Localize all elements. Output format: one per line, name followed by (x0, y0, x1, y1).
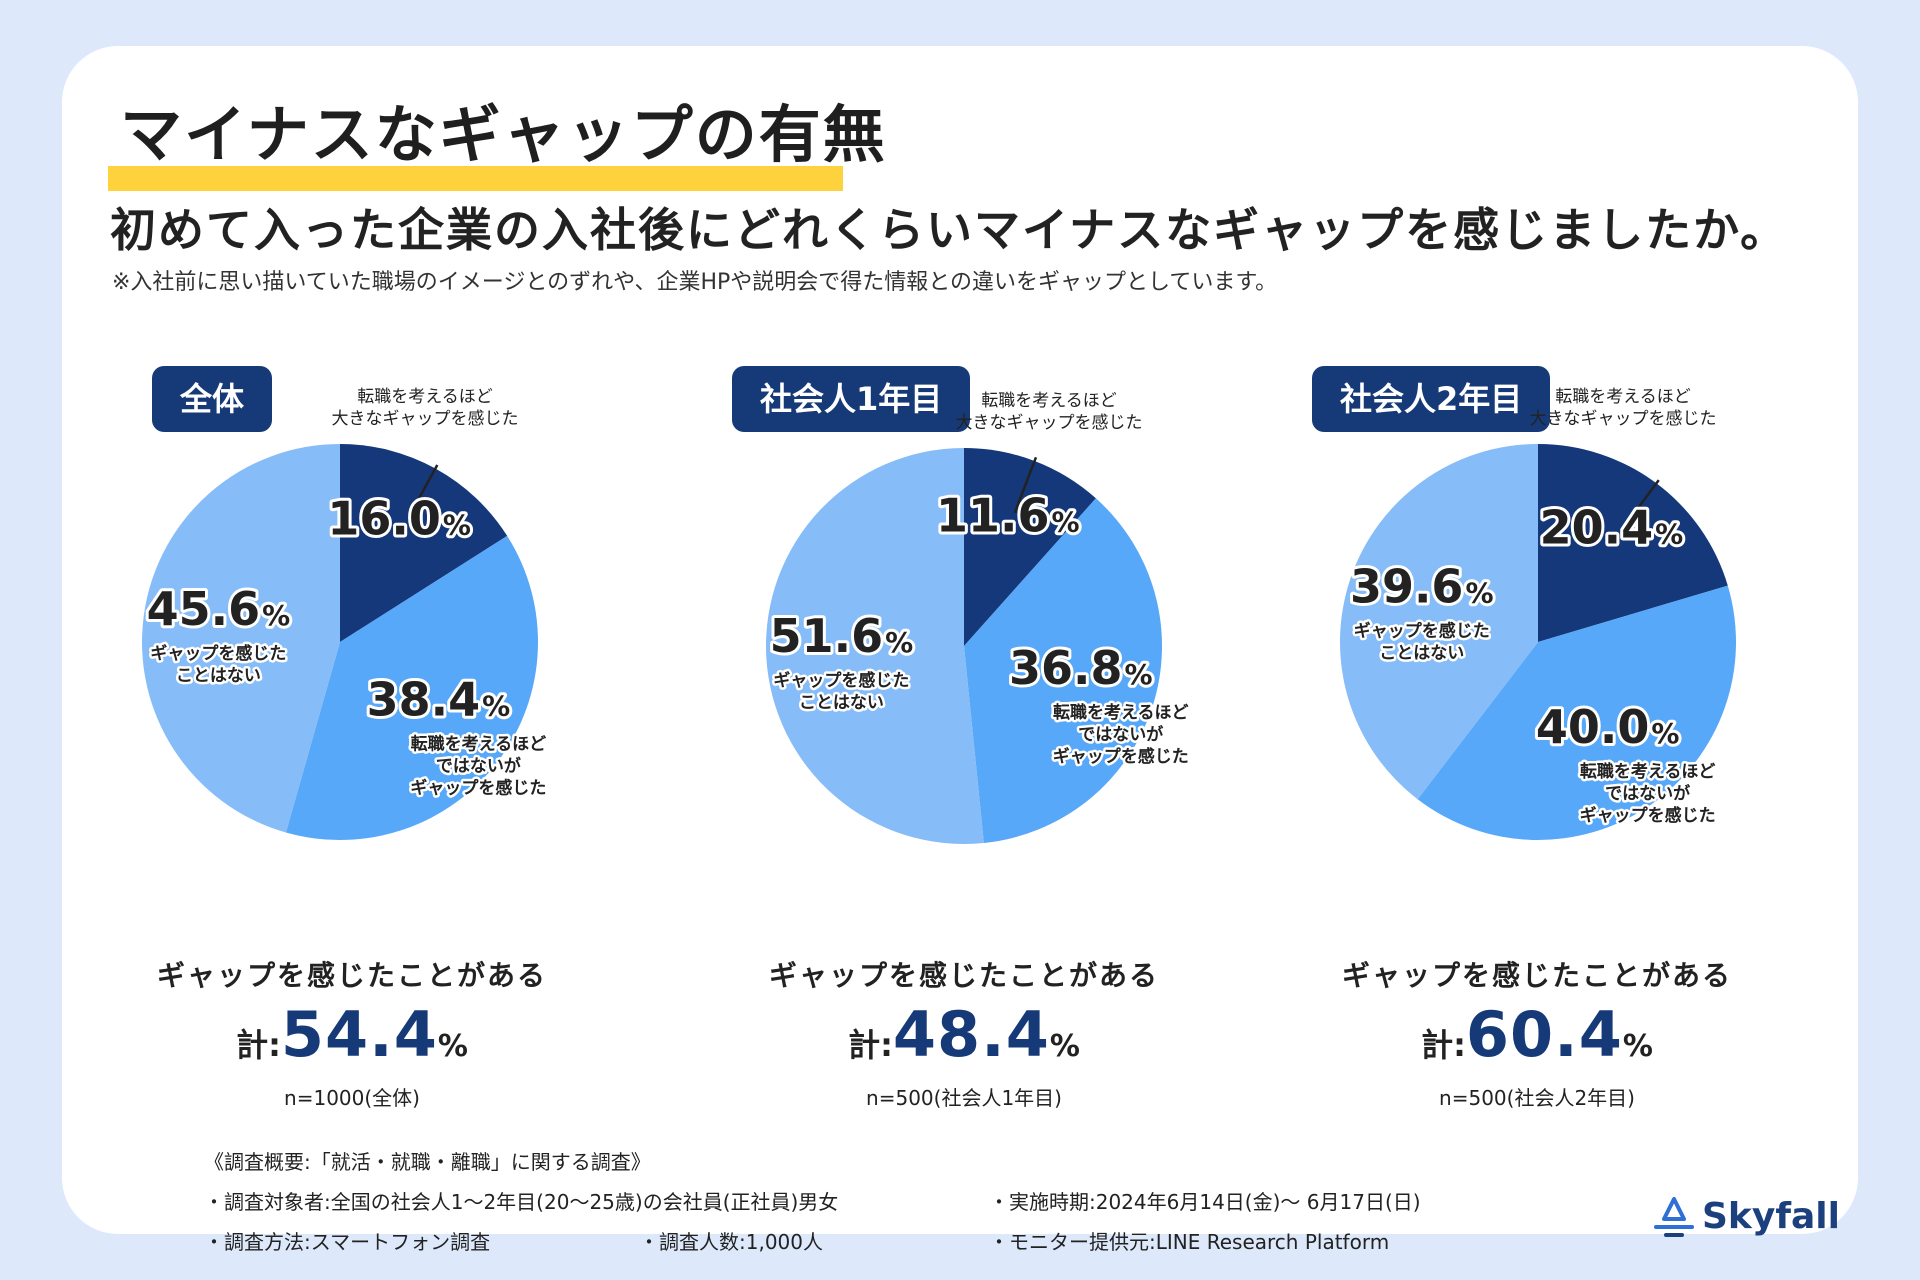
survey-question: 初めて入った企業の入社後にどれくらいマイナスなギャップを感じましたか。 (110, 203, 1789, 257)
overview-count: ・調査人数:1,000人 (639, 1230, 823, 1254)
total-unit: % (1622, 1029, 1653, 1064)
pie-chart-year2: 転職を考えるほど大きなギャップを感じた20.4%40.0%転職を考えるほどではな… (1340, 387, 1736, 840)
chart-panel-all: 全体 転職を考えるほど 大きなギャップを感じた 16.0% 38.4% 転職を考えるほど… (112, 366, 672, 1110)
logo-text: Skyfall (1702, 1196, 1840, 1237)
slice-label-some-gap: ギャップを感じた (1053, 746, 1189, 767)
pct-label-big-gap: 20.4% (1540, 501, 1684, 555)
pct-label-no-gap: 51.6% (770, 609, 914, 663)
slice-label-no-gap: ギャップを感じた (150, 643, 286, 664)
overview-target: ・調査対象者:全国の社会人1～2年目(20～25歳)の会社員(正社員)男女 (204, 1190, 839, 1214)
slice-label-no-gap: ギャップを感じた (773, 670, 909, 691)
callout-label: 転職を考えるほど (981, 391, 1117, 411)
callout-line (407, 464, 439, 518)
pct-label-no-gap: 45.6% (147, 582, 291, 636)
total-prefix: 計: (848, 1026, 893, 1064)
summary-label-all: ギャップを感じたことがある (156, 959, 547, 992)
callout-line (1622, 479, 1660, 529)
slice-label-some-gap: 転職を考えるほど (1580, 761, 1716, 782)
infographic-card: マイナスなギャップの有無 初めて入った企業の入社後にどれくらいマイナスなギャップ… (62, 46, 1858, 1254)
callout-label: 大きなギャップを感じた (956, 413, 1143, 433)
pct-label-some-gap: 36.8% (1009, 641, 1153, 695)
total-unit: % (1049, 1029, 1080, 1064)
n-count-year2: n=500(社会人2年目) (1439, 1086, 1635, 1110)
pct-label-big-gap: 16.0% (327, 491, 471, 545)
panel-tag-year2: 社会人2年目 (1312, 366, 1551, 432)
slice-label-no-gap: ギャップを感じた (1354, 621, 1490, 642)
n-count-year1: n=500(社会人1年目) (866, 1086, 1062, 1110)
overview-provider: ・モニター提供元:LINE Research Platform (989, 1230, 1390, 1254)
total-all: 計:54.4% (72, 998, 632, 1071)
pie-slice-big-gap (964, 448, 1096, 646)
total-value-year2: 60.4 (1465, 998, 1623, 1071)
summary-label-year2: ギャップを感じたことがある (1341, 959, 1732, 992)
overview-heading: 《調査概要:「就活・就職・離職」に関する調査》 (204, 1150, 651, 1174)
callout-line (1013, 456, 1038, 514)
total-prefix: 計: (236, 1026, 281, 1064)
summary-label-year1: ギャップを感じたことがある (768, 959, 1159, 992)
pie-slice-no-gap (142, 444, 340, 833)
total-value-all: 54.4 (280, 998, 438, 1071)
total-year1: 計:48.4% (684, 998, 1244, 1071)
pct-label-big-gap: 11.6% (936, 488, 1080, 542)
slice-label-some-gap: ギャップを感じた (1580, 805, 1716, 826)
slice-label-no-gap: ことはない (1379, 644, 1464, 664)
overview-period: ・実施時期:2024年6月14日(金)～ 6月17日(日) (989, 1190, 1421, 1214)
slice-label-some-gap: ではないが (436, 755, 521, 776)
overview-method: ・調査方法:スマートフォン調査 (204, 1230, 491, 1254)
pie-chart-year1: 転職を考えるほど大きなギャップを感じた11.6%36.8%転職を考えるほどではな… (765, 391, 1191, 845)
pie-chart-all: 転職を考えるほど大きなギャップを感じた16.0%38.4%転職を考えるほどではな… (142, 387, 549, 840)
slice-label-some-gap: 転職を考えるほど (1053, 702, 1189, 723)
chart-panel-year1: 社会人1年目 転職を考えるほど 大きなギャップを感じた 11.6% 36.8% 転職を考… (732, 366, 1292, 1110)
pie-slice-no-gap (765, 448, 984, 845)
callout-label: 転職を考えるほど (1555, 387, 1691, 407)
callout-label: 大きなギャップを感じた (1530, 409, 1717, 429)
pct-label-some-gap: 38.4% (367, 672, 511, 726)
title-highlight (108, 166, 843, 191)
skyfall-logo-icon (1654, 1196, 1694, 1237)
pct-label-no-gap: 39.6% (1350, 560, 1494, 614)
slice-label-some-gap: ギャップを感じた (410, 777, 546, 798)
slice-label-no-gap: ことはない (799, 693, 884, 713)
slice-label-some-gap: 転職を考えるほど (411, 733, 547, 754)
skyfall-logo: Skyfall (1652, 1196, 1840, 1237)
title-block: マイナスなギャップの有無 (108, 84, 887, 191)
page-title: マイナスなギャップの有無 (120, 98, 887, 171)
total-prefix: 計: (1421, 1026, 1466, 1064)
pie-slice-big-gap (1538, 444, 1728, 642)
panel-tag-year1: 社会人1年目 (732, 366, 971, 432)
callout-label: 転職を考えるほど (357, 387, 493, 407)
panel-tag-all: 全体 (152, 366, 273, 432)
total-value-year1: 48.4 (892, 998, 1050, 1071)
pct-label-some-gap: 40.0% (1536, 700, 1680, 754)
pie-slice-some-gap (285, 535, 538, 840)
pie-slice-some-gap (964, 498, 1162, 844)
slice-label-some-gap: ではないが (1078, 724, 1163, 745)
slice-label-some-gap: ではないが (1605, 783, 1690, 804)
n-count-all: n=1000(全体) (284, 1086, 420, 1110)
total-year2: 計:60.4% (1257, 998, 1817, 1071)
slice-label-no-gap: ことはない (176, 666, 261, 686)
pie-slice-some-gap (1417, 585, 1736, 840)
total-unit: % (437, 1029, 468, 1064)
pie-slice-big-gap (340, 444, 508, 642)
callout-label: 大きなギャップを感じた (332, 409, 519, 429)
survey-note: ※入社前に思い描いていた職場のイメージとのずれや、企業HPや説明会で得た情報との… (112, 270, 1278, 295)
pie-slice-no-gap (1340, 444, 1538, 800)
chart-panel-year2: 社会人2年目 転職を考えるほど 大きなギャップを感じた 20.4% 40.0% 転職を考… (1312, 366, 1872, 1110)
